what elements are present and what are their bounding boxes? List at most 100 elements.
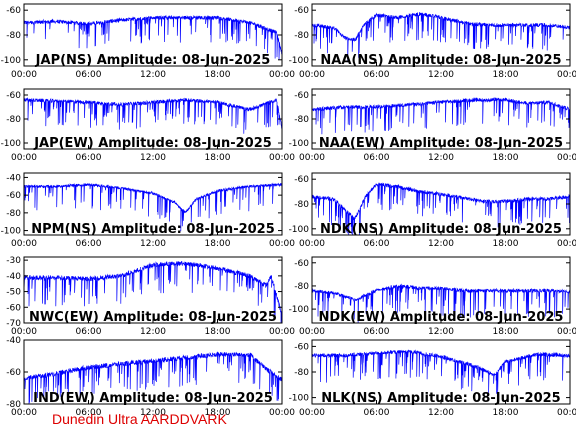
x-tick-label: 18:00	[493, 327, 519, 337]
series-line	[311, 283, 571, 324]
subplot-3: -60 -80 -100 00:00 06:00 12:00 18:00 00:00 JAP(E…	[1, 88, 295, 163]
y-tick-label: -60	[6, 6, 21, 16]
x-tick-label: 00:00	[299, 408, 325, 418]
x-tick-label: 06:00	[364, 153, 390, 163]
y-tick-label: -60	[294, 259, 309, 269]
y-tick-label: -80	[6, 209, 21, 219]
x-tick-label: 18:00	[205, 408, 231, 418]
subplot-title: NPM(NS) Amplitude: 08-Jun-2025	[31, 222, 275, 237]
x-tick-label: 00:00	[299, 327, 325, 337]
y-tick-label: -100	[1, 56, 22, 66]
x-tick-label: 18:00	[205, 153, 231, 163]
x-tick-label: 12:00	[140, 327, 166, 337]
x-tick-label: 00:00	[299, 70, 325, 80]
y-tick-label: -60	[294, 342, 309, 352]
x-tick-label: 00:00	[557, 327, 576, 337]
y-tick-label: -40	[6, 173, 21, 183]
x-tick-label: 12:00	[428, 408, 454, 418]
x-tick-label: 06:00	[364, 327, 390, 337]
x-tick-label: 12:00	[140, 153, 166, 163]
y-tick-label: -60	[294, 175, 309, 185]
subplot-title: IND(EW) Amplitude: 08-Jun-2025	[33, 391, 273, 406]
subplot-title: NAA(EW) Amplitude: 08-Jun-2025	[319, 136, 563, 151]
y-tick-label: -60	[6, 303, 21, 313]
subplot-10: -60 -80 -100 00:00 06:00 12:00 18:00 00:00 NLK(N…	[289, 339, 576, 418]
x-tick-label: 00:00	[557, 70, 576, 80]
subplot-title: JAP(NS) Amplitude: 08-Jun-2025	[35, 53, 271, 68]
y-tick-label: -100	[289, 394, 310, 404]
x-tick-label: 00:00	[557, 153, 576, 163]
subplot-title: NWC(EW) Amplitude: 08-Jun-2025	[29, 310, 277, 325]
x-tick-label: 00:00	[269, 70, 295, 80]
x-tick-label: 00:00	[11, 239, 37, 249]
x-tick-label: 00:00	[269, 153, 295, 163]
subplot-6: -60 -80 -100 00:00 06:00 12:00 18:00 00:00 NDK(N…	[289, 172, 576, 249]
subplot-4: -60 -80 -100 00:00 06:00 12:00 18:00 00:00 NAA(E…	[289, 88, 576, 163]
subplot-title: NDK(EW) Amplitude: 08-Jun-2025	[319, 310, 564, 325]
y-tick-label: -40	[6, 336, 21, 346]
y-tick-label: -30	[6, 256, 21, 266]
y-tick-label: -100	[1, 139, 22, 149]
x-tick-label: 00:00	[269, 327, 295, 337]
y-tick-label: -80	[294, 368, 309, 378]
x-tick-label: 06:00	[364, 239, 390, 249]
x-tick-label: 00:00	[269, 239, 295, 249]
x-tick-label: 00:00	[11, 70, 37, 80]
x-tick-label: 12:00	[140, 408, 166, 418]
x-tick-label: 12:00	[428, 239, 454, 249]
x-tick-label: 06:00	[76, 408, 102, 418]
y-tick-label: -80	[6, 31, 21, 41]
subplot-8: -60 -80 -100 00:00 06:00 12:00 18:00 00:00 NDK(E…	[289, 256, 576, 337]
y-tick-label: -60	[294, 6, 309, 16]
subplot-title: NAA(NS) Amplitude: 08-Jun-2025	[320, 53, 561, 68]
y-tick-label: -80	[294, 282, 309, 292]
x-tick-label: 06:00	[364, 70, 390, 80]
series-line	[23, 261, 283, 324]
x-tick-label: 18:00	[493, 153, 519, 163]
y-tick-label: -70	[6, 319, 21, 329]
x-tick-label: 06:00	[364, 408, 390, 418]
x-tick-label: 18:00	[205, 327, 231, 337]
footer-label: Dunedin Ultra AARDDVARK	[52, 411, 227, 427]
x-tick-label: 18:00	[205, 239, 231, 249]
y-tick-label: -80	[294, 200, 309, 210]
y-tick-label: -100	[1, 227, 22, 237]
x-tick-label: 18:00	[205, 70, 231, 80]
y-tick-label: -60	[294, 91, 309, 101]
series-line	[23, 351, 283, 405]
series-line	[311, 12, 571, 63]
y-tick-label: -60	[6, 191, 21, 201]
y-tick-label: -80	[6, 115, 21, 125]
subplot-1: -60 -80 -100 00:00 06:00 12:00 18:00 00:00 JAP(N…	[1, 3, 295, 80]
x-tick-label: 00:00	[557, 239, 576, 249]
x-tick-label: 12:00	[428, 70, 454, 80]
subplot-2: -60 -80 -100 00:00 06:00 12:00 18:00 00:00 NAA(N…	[289, 3, 576, 80]
y-tick-label: -100	[289, 305, 310, 315]
x-tick-label: 00:00	[11, 327, 37, 337]
series-line	[311, 349, 571, 399]
y-tick-label: -100	[289, 56, 310, 66]
y-tick-label: -80	[294, 115, 309, 125]
x-tick-label: 00:00	[299, 239, 325, 249]
x-tick-label: 00:00	[299, 153, 325, 163]
x-tick-label: 18:00	[493, 408, 519, 418]
x-tick-label: 12:00	[140, 239, 166, 249]
series-line	[311, 96, 571, 135]
y-tick-label: -100	[289, 225, 310, 235]
x-tick-label: 00:00	[269, 408, 295, 418]
x-tick-label: 06:00	[76, 239, 102, 249]
x-tick-label: 18:00	[493, 70, 519, 80]
x-tick-label: 12:00	[140, 70, 166, 80]
y-tick-label: -80	[294, 31, 309, 41]
x-tick-label: 00:00	[11, 153, 37, 163]
y-tick-label: -40	[6, 272, 21, 282]
x-tick-label: 06:00	[76, 327, 102, 337]
x-tick-label: 18:00	[493, 239, 519, 249]
y-tick-label: -60	[6, 368, 21, 378]
series-line	[23, 14, 283, 61]
x-tick-label: 12:00	[428, 153, 454, 163]
subplot-title: NLK(NS) Amplitude: 08-Jun-2025	[321, 391, 560, 406]
subplot-title: JAP(EW) Amplitude: 08-Jun-2025	[33, 136, 272, 151]
